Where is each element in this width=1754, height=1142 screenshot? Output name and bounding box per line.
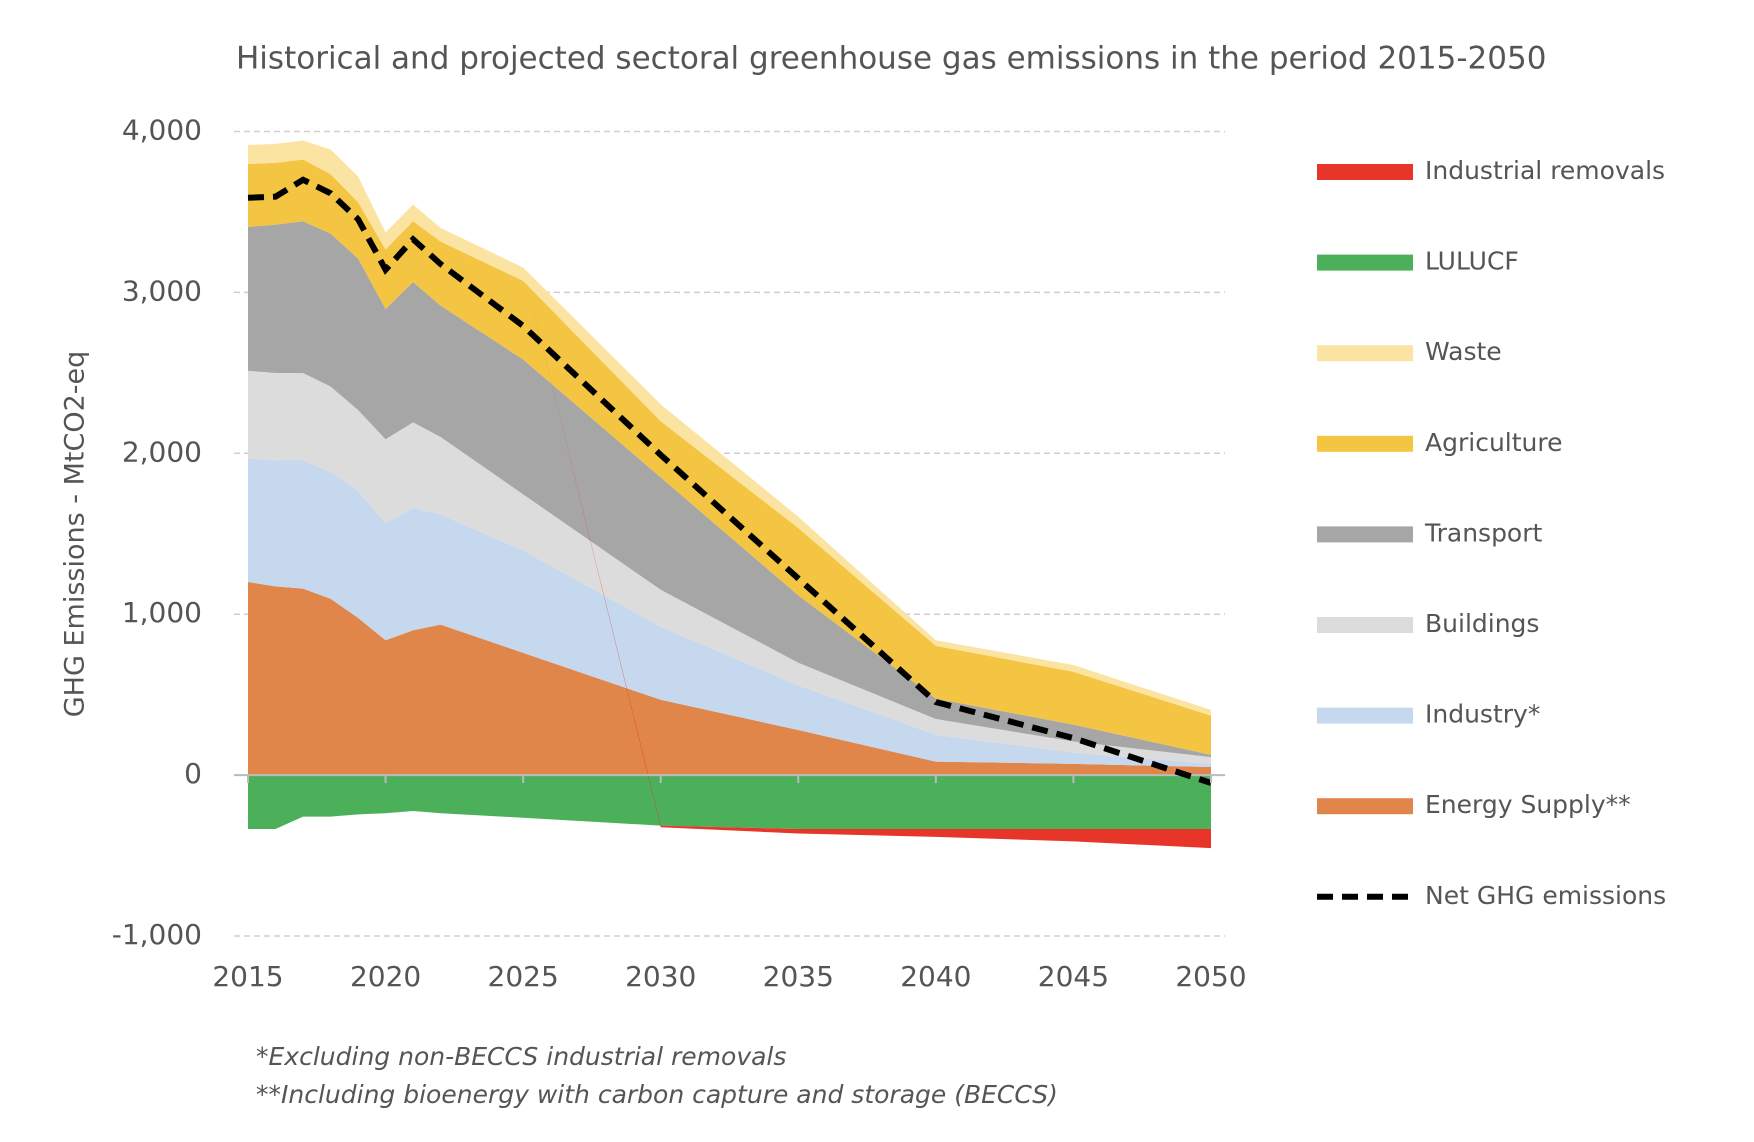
area <box>248 221 1211 758</box>
legend-swatch <box>1317 798 1413 815</box>
legend-label: Energy Supply** <box>1425 790 1631 819</box>
legend-swatch <box>1317 707 1413 724</box>
legend-swatch <box>1317 435 1413 452</box>
x-tick-label: 2015 <box>212 960 283 993</box>
x-tick-label: 2045 <box>1038 960 1109 993</box>
x-tick-label: 2035 <box>763 960 834 993</box>
legend-label: Transport <box>1424 518 1543 547</box>
y-tick-label: 4,000 <box>122 114 202 147</box>
legend-swatch <box>1317 254 1413 271</box>
area <box>248 582 1211 776</box>
legend-swatch <box>1317 526 1413 543</box>
y-tick-label: 2,000 <box>122 435 202 468</box>
legend-swatch <box>1317 164 1413 180</box>
legend-label: Waste <box>1425 337 1502 366</box>
area <box>248 458 1211 768</box>
legend-label: Agriculture <box>1425 428 1563 457</box>
x-tick-label: 2020 <box>350 960 421 993</box>
footnote: **Including bioenergy with carbon captur… <box>256 1080 1058 1109</box>
area <box>248 370 1211 764</box>
y-tick-label: 1,000 <box>122 596 202 629</box>
legend-label: Buildings <box>1425 609 1539 638</box>
legend-label: Industry* <box>1425 700 1540 729</box>
x-tick-label: 2025 <box>488 960 559 993</box>
legend-swatch <box>1317 617 1413 633</box>
y-tick-label: 3,000 <box>122 274 202 307</box>
chart-title: Historical and projected sectoral greenh… <box>236 41 1546 77</box>
legend-label: LULUCF <box>1425 247 1519 276</box>
x-tick-label: 2050 <box>1175 960 1246 993</box>
legend-label: Net GHG emissions <box>1425 881 1666 910</box>
footnote: *Excluding non-BECCS industrial removals <box>256 1042 786 1071</box>
x-tick-label: 2030 <box>625 960 696 993</box>
y-tick-label: -1,000 <box>112 918 202 951</box>
y-axis-label: GHG Emissions - MtCO2-eq <box>60 351 91 718</box>
area <box>248 159 1211 755</box>
area <box>248 775 1211 830</box>
legend-label: Industrial removals <box>1425 156 1665 185</box>
x-tick-label: 2040 <box>900 960 971 993</box>
net-line <box>247 176 1212 786</box>
y-tick-label: 0 <box>184 757 202 790</box>
legend-swatch <box>1317 345 1413 362</box>
